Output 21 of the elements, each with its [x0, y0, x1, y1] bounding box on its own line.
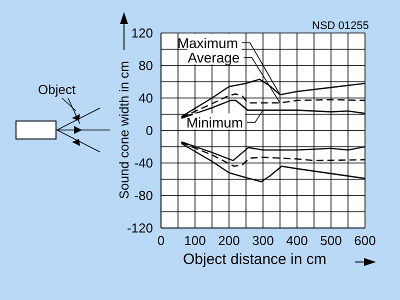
x-tick-label: 400: [286, 233, 308, 248]
legend-label: Minimum: [186, 114, 244, 130]
text: Maximum: [177, 34, 238, 51]
text: Average: [188, 49, 240, 66]
x-tick-label: 200: [218, 233, 240, 248]
x-tick-label: 500: [320, 233, 342, 248]
text: Object: [38, 82, 76, 97]
x-tick-label: 600: [354, 233, 376, 248]
y-tick-label: 80: [138, 58, 153, 74]
x-tick-label: 300: [252, 233, 274, 248]
y-tick-label: 120: [131, 26, 153, 41]
y-tick-label: -80: [134, 188, 153, 204]
x-tick-label: 0: [157, 233, 165, 248]
text: NSD 01255: [312, 20, 369, 32]
y-axis-title: Sound cone width in cm: [116, 60, 132, 200]
y-tick-label: -120: [126, 220, 153, 236]
x-axis-title: Object distance in cm: [183, 251, 326, 268]
x-tick-label: 100: [184, 233, 206, 248]
y-tick-label: 40: [138, 90, 153, 106]
y-tick-label: -40: [134, 156, 153, 171]
y-tick-label: 0: [146, 123, 153, 138]
